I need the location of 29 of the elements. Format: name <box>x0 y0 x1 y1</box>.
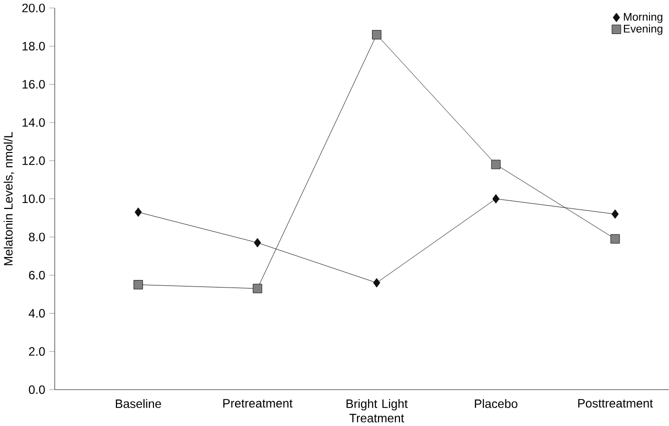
x-tick-label: Posttreatment <box>578 399 653 408</box>
y-axis-title: Melatonin Levels, nmol/L <box>4 132 14 266</box>
point <box>610 234 620 244</box>
point <box>492 194 500 204</box>
y-tick-label: 12.0 <box>22 156 45 165</box>
legend-label: Evening <box>624 24 662 35</box>
legend-label: Morning <box>624 12 662 23</box>
point <box>254 238 262 248</box>
y-tick-label: 16.0 <box>22 80 45 89</box>
point <box>372 30 382 40</box>
point <box>491 160 501 170</box>
y-tick-label: 6.0 <box>29 270 45 280</box>
y-tick-label: 8.0 <box>28 232 45 242</box>
x-tick-label: Baseline <box>116 399 162 408</box>
point <box>134 280 143 290</box>
point <box>612 209 619 219</box>
y-tick-label: 0.0 <box>28 385 45 394</box>
point <box>134 207 142 217</box>
y-tick-label: 20.0 <box>22 4 45 12</box>
y-tick-label: 4.0 <box>28 308 45 318</box>
y-tick-label: 14.0 <box>22 118 45 127</box>
point <box>252 284 262 294</box>
x-tick-label: Bright Light Treatment <box>346 399 408 422</box>
point <box>373 278 380 288</box>
x-tick-label: Pretreatment <box>223 399 293 408</box>
y-tick-label: 18.0 <box>22 42 45 50</box>
x-tick-label: Placebo <box>474 399 518 408</box>
y-tick-label: 10.0 <box>22 194 45 204</box>
y-tick-label: 2.0 <box>29 347 45 356</box>
